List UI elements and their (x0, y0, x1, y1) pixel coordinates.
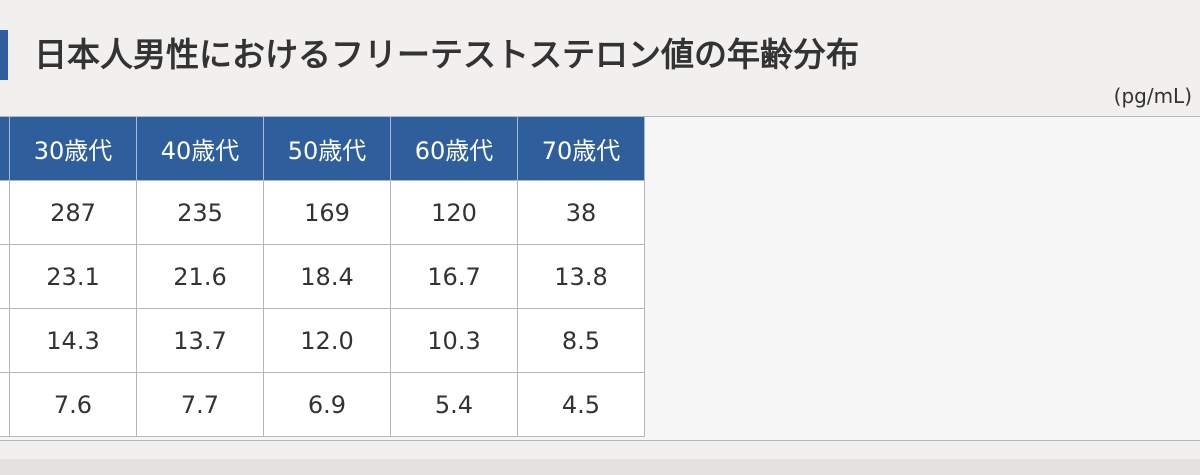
row-edge-cell (0, 372, 10, 437)
table-row: 287 235 169 120 38 (0, 180, 645, 245)
bottom-divider-strip (0, 459, 1200, 475)
table-cell: 4.5 (517, 372, 645, 437)
table-header-row: 30歳代 40歳代 50歳代 60歳代 70歳代 (0, 116, 645, 181)
table-cell: 13.7 (136, 308, 264, 373)
testosterone-table: 30歳代 40歳代 50歳代 60歳代 70歳代 287 235 169 120… (0, 116, 645, 437)
table-cell: 7.6 (9, 372, 137, 437)
table-cell: 14.3 (9, 308, 137, 373)
table-cell: 235 (136, 180, 264, 245)
table-cell: 169 (263, 180, 391, 245)
table-row: 23.1 21.6 18.4 16.7 13.8 (0, 244, 645, 309)
table-row: 7.6 7.7 6.9 5.4 4.5 (0, 372, 645, 437)
table-cell: 8.5 (517, 308, 645, 373)
page-title: 日本人男性におけるフリーテストステロン値の年齢分布 (34, 35, 859, 74)
header-cell-60s: 60歳代 (390, 116, 518, 181)
table-cell: 287 (9, 180, 137, 245)
title-accent-bar (0, 30, 8, 80)
row-edge-cell (0, 308, 10, 373)
header-cell-40s: 40歳代 (136, 116, 264, 181)
table-row: 14.3 13.7 12.0 10.3 8.5 (0, 308, 645, 373)
header-cell-70s: 70歳代 (517, 116, 645, 181)
table-cell: 120 (390, 180, 518, 245)
header-cell-30s: 30歳代 (9, 116, 137, 181)
data-table-panel: 30歳代 40歳代 50歳代 60歳代 70歳代 287 235 169 120… (0, 116, 1200, 441)
table-cell: 38 (517, 180, 645, 245)
table-cell: 10.3 (390, 308, 518, 373)
row-edge-cell (0, 244, 10, 309)
table-cell: 18.4 (263, 244, 391, 309)
table-cell: 12.0 (263, 308, 391, 373)
table-cell: 7.7 (136, 372, 264, 437)
header-cell-50s: 50歳代 (263, 116, 391, 181)
table-cell: 13.8 (517, 244, 645, 309)
header-edge-cell (0, 116, 10, 181)
table-cell: 6.9 (263, 372, 391, 437)
row-edge-cell (0, 180, 10, 245)
unit-label: (pg/mL) (1113, 84, 1192, 108)
table-cell: 16.7 (390, 244, 518, 309)
table-cell: 5.4 (390, 372, 518, 437)
table-cell: 21.6 (136, 244, 264, 309)
table-cell: 23.1 (9, 244, 137, 309)
